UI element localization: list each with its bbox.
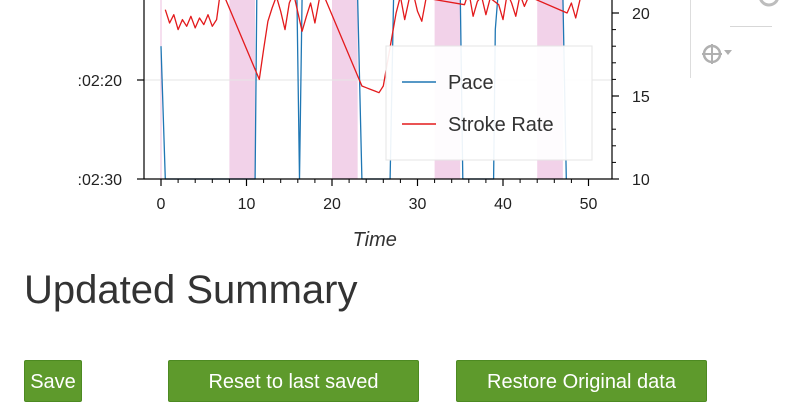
legend-box [385, 45, 593, 161]
series-line-stroke-rate [164, 0, 581, 94]
left-tick-label: :02:30 [78, 172, 123, 189]
left-tick-label: :02:20 [78, 73, 123, 90]
x-tick-label: 10 [238, 196, 256, 213]
legend-label-pace: Pace [448, 72, 494, 94]
reset-to-last-saved-button[interactable]: Reset to last saved [168, 360, 419, 402]
save-button[interactable]: Save [24, 360, 82, 402]
crosshair-dropdown-icon[interactable] [702, 43, 734, 65]
shaded-interval-1 [332, 0, 358, 179]
chart-toolbar [690, 0, 812, 80]
right-tick-label: 15 [632, 89, 650, 106]
chart-svg[interactable]: 0 10 20 30 40 50 Time :02:20 :02:30 10 15 20 Pace Str… [0, 0, 812, 260]
chart-area[interactable]: 0 10 20 30 40 50 Time :02:20 :02:30 10 15 20 Pace Str… [0, 0, 812, 260]
x-tick-label: 30 [409, 196, 427, 213]
toolbar-separator [690, 0, 691, 78]
shaded-interval-0 [229, 0, 256, 179]
right-tick-label: 20 [632, 6, 650, 23]
x-tick-label: 40 [494, 196, 512, 213]
right-tick-label: 10 [632, 172, 650, 189]
restore-original-data-button[interactable]: Restore Original data [456, 360, 707, 402]
legend-label-stroke-rate: Stroke Rate [448, 114, 554, 136]
x-tick-label: 50 [580, 196, 598, 213]
toolbar-divider [730, 26, 772, 27]
x-tick-label: 20 [323, 196, 341, 213]
summary-title: Updated Summary [24, 268, 358, 312]
x-axis-title: Time [353, 229, 397, 251]
x-tick-label: 0 [157, 196, 166, 213]
reset-icon[interactable] [756, 0, 782, 10]
